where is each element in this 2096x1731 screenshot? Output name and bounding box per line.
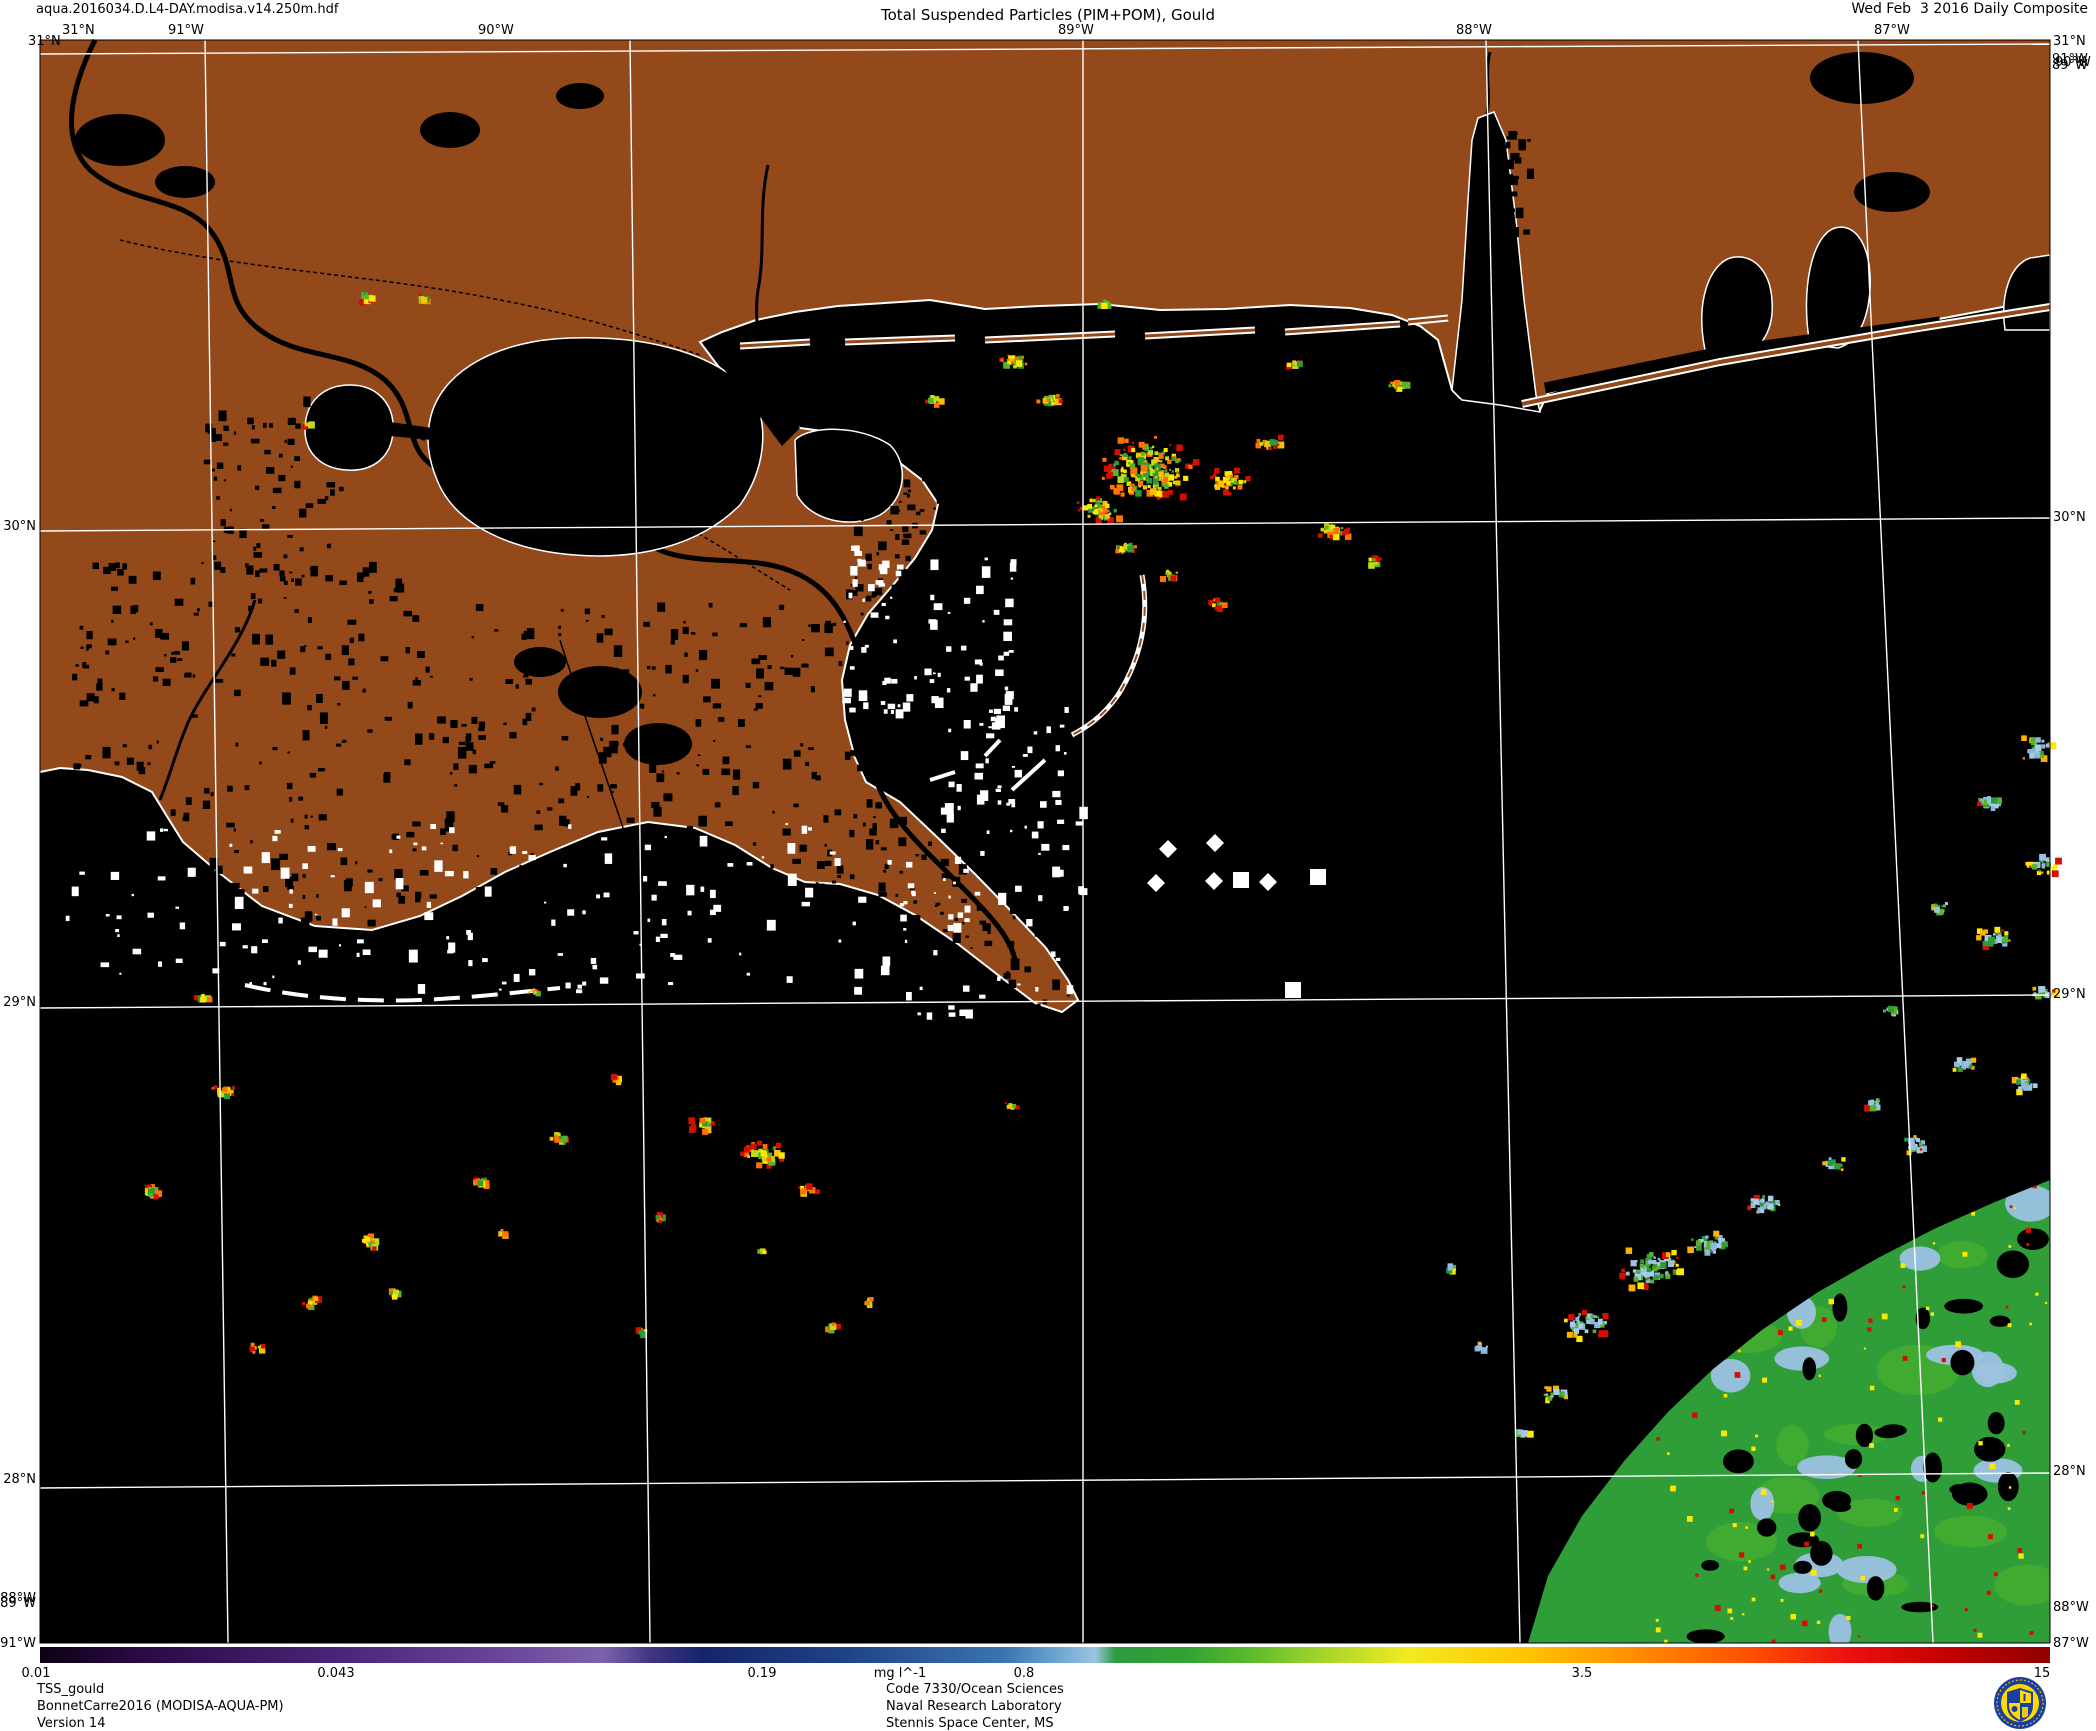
lab-code: Code 7330/Ocean Sciences (886, 1682, 1064, 1697)
pearl-river (753, 164, 770, 343)
file-name: aqua.2016034.D.L4-DAY.modisa.v14.250m.hd… (36, 2, 339, 17)
grid-label-right-2: 28°N (2053, 1464, 2086, 1479)
grid-label-right-4: 87°W (2053, 1636, 2089, 1651)
product-name: TSS_gould (37, 1682, 105, 1697)
marsh-speckles (65, 130, 1535, 1020)
grid-label-top-2: 91°W (168, 23, 204, 38)
lac-des-allemands (558, 666, 642, 718)
graticule (39, 39, 2051, 1644)
colorbar-tick-0.8: 0.8 (1013, 1666, 1035, 1681)
experiment-name: BonnetCarre2016 (MODISA-AQUA-PM) (37, 1699, 284, 1714)
colorbar-tick-0.043: 0.043 (317, 1666, 355, 1681)
sediment-plumes (144, 292, 2062, 1438)
lab-location: Stennis Space Center, MS (886, 1716, 1054, 1731)
grid-label-left-4: 89°W (0, 1596, 36, 1611)
grid-label-right-3: 88°W (2053, 1600, 2089, 1615)
grid-label-top-1: 31°N (28, 34, 61, 49)
grid-label-left-3: 88°W (0, 1591, 36, 1606)
chandeleur-islands (929, 574, 1148, 792)
grid-label-left-0: 30°N (3, 519, 36, 534)
mobile-bay (1451, 111, 1541, 413)
lake-2 (155, 166, 215, 198)
seal-ring-text (1996, 1679, 2044, 1727)
seal-shield (2007, 1688, 2033, 1722)
grid-label-right-0: 30°N (2053, 510, 2086, 525)
lake-pontchartrain (427, 336, 764, 557)
lake-salvador (624, 723, 692, 765)
pass-manchac (390, 422, 432, 440)
intracoastal-lagoon (1543, 316, 1941, 394)
atchafalaya-river (158, 599, 257, 801)
perdido-bay-west (1701, 256, 1774, 353)
station-markers (1147, 834, 1326, 998)
grid-label-left-2: 28°N (3, 1472, 36, 1487)
barrier-islands (739, 314, 1449, 350)
grid-label-top-0: 31°N (62, 23, 95, 38)
lakes-and-bays (40, 52, 2051, 863)
station-diamond (1159, 840, 1177, 858)
grid-label-top-10: 89°W (2052, 58, 2088, 73)
grid-label-left-5: 91°W (0, 1636, 36, 1651)
lake-maurepas (304, 384, 394, 471)
lake-3 (420, 112, 480, 148)
grid-label-top-5: 88°W (1456, 23, 1492, 38)
station-diamond (1259, 873, 1277, 891)
station-square (1233, 872, 1249, 888)
colorbar-tick-3.5: 3.5 (1571, 1666, 1593, 1681)
lab-name: Naval Research Laboratory (886, 1699, 1062, 1714)
station-diamond (1205, 872, 1223, 890)
lake-4 (556, 83, 604, 109)
grid-label-top-3: 90°W (478, 23, 514, 38)
land-mass (40, 40, 2050, 1012)
grid-label-left-1: 29°N (3, 995, 36, 1010)
colorbar-unit: mg l^-1 (873, 1666, 927, 1681)
composite-date: Wed Feb 3 2016 Daily Composite (1851, 1, 2088, 17)
grid-label-top-9: 90°W (2055, 55, 2091, 70)
map-border (39, 39, 2051, 1644)
lake-borgne (794, 428, 904, 523)
colorbar-tick-0.01: 0.01 (21, 1666, 51, 1681)
station-diamond (1147, 874, 1165, 892)
nrl-seal-logo (1994, 1677, 2046, 1729)
grid-label-top-4: 89°W (1058, 23, 1094, 38)
product-version: Version 14 (37, 1716, 106, 1731)
lake-6 (1854, 172, 1930, 212)
grid-label-top-7: 31°N (2053, 34, 2086, 49)
page-title: Total Suspended Particles (PIM+POM), Gou… (881, 6, 1215, 24)
station-diamond (1206, 834, 1224, 852)
lake-1 (75, 114, 165, 166)
grid-label-top-6: 87°W (1874, 23, 1910, 38)
grid-label-top-8: 91°W (2052, 52, 2088, 67)
lake-7 (514, 647, 566, 677)
station-square (1285, 982, 1301, 998)
rigolets-pass (714, 340, 800, 446)
grid-label-right-1: 29°N (2053, 987, 2086, 1002)
colorbar-tick-0.19: 0.19 (747, 1666, 777, 1681)
lake-5 (1810, 52, 1914, 104)
timbalier-islands (244, 983, 561, 1003)
sand-spit (1521, 305, 2051, 406)
station-square (1310, 869, 1326, 885)
offshore-bloom-mass (1528, 1180, 2050, 1643)
tss-colorbar (40, 1647, 2050, 1663)
colorbar-tick-15: 15 (2033, 1666, 2051, 1681)
